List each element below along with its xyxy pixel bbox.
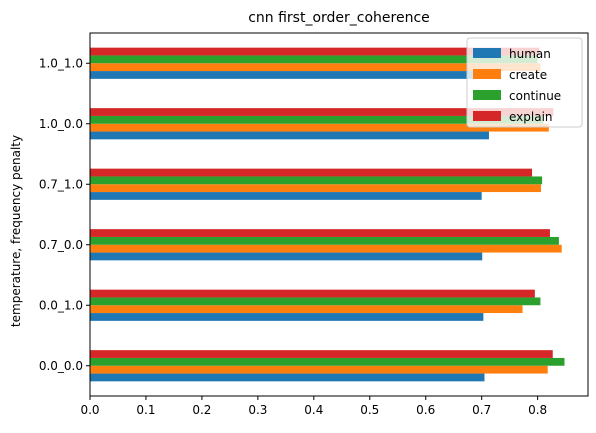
legend-swatch-human [473, 48, 501, 58]
bar-explain-1.0_1.0 [90, 47, 540, 56]
bars-layer [90, 47, 565, 382]
x-tick-label: 0.2 [192, 403, 211, 417]
bar-create-1.0_0.0 [90, 123, 549, 132]
legend-label-create: create [509, 68, 547, 82]
bar-create-0.0_0.0 [90, 365, 548, 374]
legend-label-human: human [509, 47, 551, 61]
x-tick-label: 0.3 [248, 403, 267, 417]
y-tick-label: 1.0_0.0 [39, 117, 83, 131]
bar-continue-0.0_0.0 [90, 357, 565, 366]
x-tick-label: 0.0 [80, 403, 99, 417]
legend-box [466, 37, 583, 128]
x-tick-label: 0.7 [472, 403, 491, 417]
x-axis: 0.0 0.1 0.2 0.3 0.4 0.5 0.6 0.7 0.8 [80, 396, 547, 417]
bar-continue-1.0_0.0 [90, 115, 544, 124]
bar-explain-0.7_0.0 [90, 229, 550, 237]
bar-explain-1.0_0.0 [90, 108, 554, 116]
bar-continue-1.0_1.0 [90, 55, 538, 64]
chart-title: cnn first_order_coherence [248, 10, 430, 26]
legend-swatch-create [473, 69, 501, 79]
y-tick-label: 0.7_0.0 [39, 238, 83, 252]
y-tick-label: 0.0_0.0 [39, 359, 83, 373]
x-tick-label: 0.4 [304, 403, 323, 417]
y-axis: 0.0_0.0 0.0_1.0 0.7_0.0 0.7_1.0 1.0_0.0 1.0_1… [39, 56, 90, 373]
y-axis-label: temperature, frequency penalty [9, 135, 23, 327]
legend-label-explain: explain [509, 110, 553, 124]
bar-human-1.0_0.0 [90, 131, 489, 140]
x-tick-label: 0.6 [416, 403, 435, 417]
bar-explain-0.0_1.0 [90, 289, 535, 298]
y-tick-label: 0.7_1.0 [39, 177, 83, 191]
bar-human-0.7_1.0 [90, 192, 482, 200]
bar-human-0.7_0.0 [90, 252, 483, 261]
bar-create-0.7_1.0 [90, 184, 541, 193]
legend-label-continue: continue [509, 89, 561, 103]
bar-human-1.0_1.0 [90, 71, 491, 79]
x-tick-label: 0.1 [136, 403, 155, 417]
plot-frame [89, 32, 589, 397]
y-tick-label: 0.0_1.0 [39, 298, 83, 312]
bar-continue-0.0_1.0 [90, 297, 541, 306]
bar-continue-0.7_0.0 [90, 236, 559, 245]
bar-create-0.0_1.0 [90, 305, 523, 314]
legend-swatch-continue [473, 90, 501, 100]
y-tick-label: 1.0_1.0 [39, 56, 83, 70]
legend: human create continue explain [466, 37, 583, 128]
x-tick-label: 0.8 [528, 403, 547, 417]
bar-human-0.0_0.0 [90, 373, 485, 382]
legend-swatch-explain [473, 111, 501, 121]
bar-create-0.7_0.0 [90, 244, 562, 253]
x-tick-label: 0.5 [360, 403, 379, 417]
bar-human-0.0_1.0 [90, 313, 484, 321]
bar-explain-0.0_0.0 [90, 350, 553, 358]
bar-create-1.0_1.0 [90, 63, 541, 72]
bar-continue-0.7_1.0 [90, 176, 543, 185]
bar-explain-0.7_1.0 [90, 168, 533, 177]
